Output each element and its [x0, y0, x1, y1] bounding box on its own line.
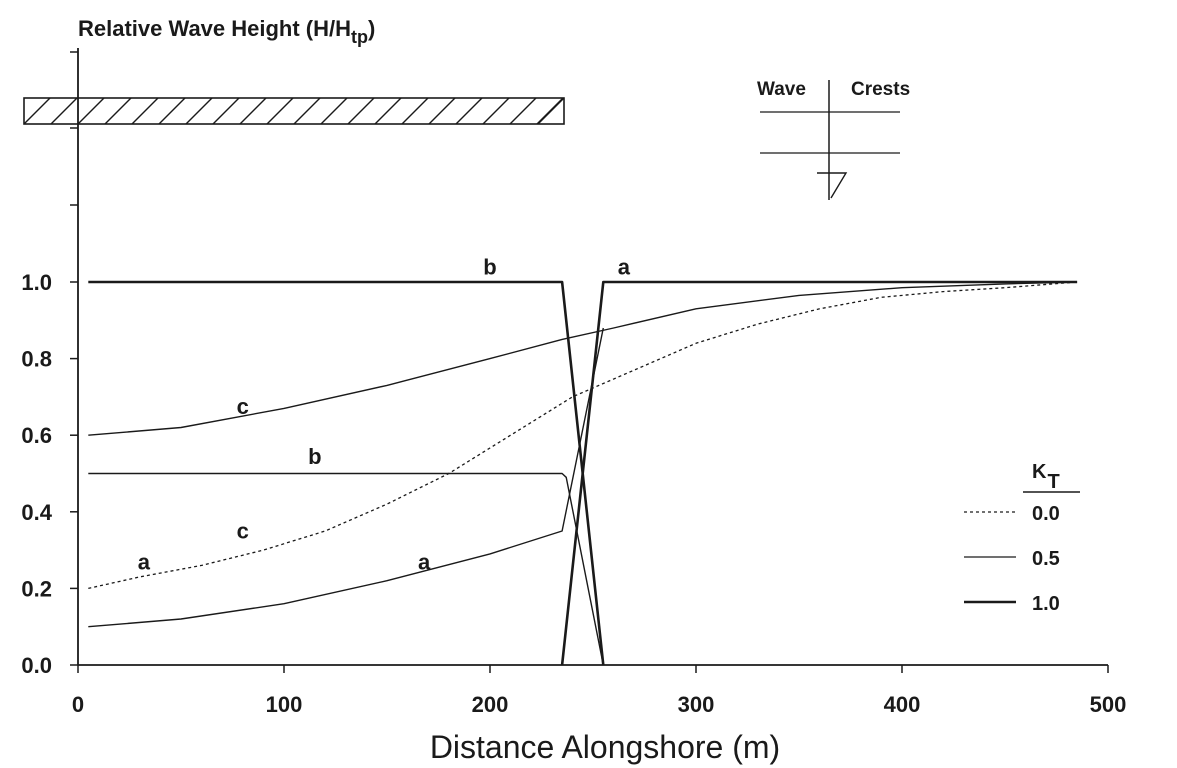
axes — [70, 48, 1108, 666]
series-line-thin-3 — [88, 327, 604, 628]
series-line-thin-1 — [88, 281, 1078, 436]
hatch-line — [212, 97, 240, 125]
hatch-line — [23, 97, 51, 125]
y-tick-label: 1.0 — [21, 270, 52, 295]
y-tick-label: 0.0 — [21, 653, 52, 678]
curve-label: c — [237, 394, 249, 419]
hatch-line — [131, 97, 159, 125]
hatch-line — [239, 97, 267, 125]
legend: KT 0.0 0.5 1.0 — [964, 461, 1080, 615]
y-tick-label: 0.8 — [21, 347, 52, 372]
hatch-line — [77, 97, 105, 125]
y-tick-label: 0.4 — [21, 500, 52, 525]
wave-crests-label-1: Wave — [757, 79, 806, 100]
curve-label: b — [308, 444, 321, 469]
hatch-line — [185, 97, 213, 125]
y-axis-label: Relative Wave Height (H/Htp) — [78, 16, 375, 47]
legend-entry-1: 0.5 — [1032, 548, 1060, 570]
curve-label: a — [618, 254, 631, 279]
legend-entry-0: 0.0 — [1032, 503, 1060, 525]
hatch-line — [482, 97, 510, 125]
wave-crests-symbol: Wave Crests — [757, 79, 910, 200]
x-tick-label: 500 — [1090, 692, 1127, 717]
curve-label: a — [138, 549, 151, 574]
curve-label: b — [483, 254, 496, 279]
hatch-line — [455, 97, 483, 125]
series-line-dotted-0 — [88, 281, 1078, 590]
hatch-line — [509, 97, 537, 125]
hatch-line — [537, 97, 565, 125]
curve-label: c — [237, 519, 249, 544]
wave-direction-arrow-icon — [817, 172, 848, 199]
x-tick-label: 0 — [72, 692, 84, 717]
y-tick-label: 0.2 — [21, 576, 52, 601]
series-line-thin-2 — [88, 472, 604, 666]
x-tick-label: 300 — [678, 692, 715, 717]
curve-label: a — [418, 549, 431, 574]
legend-entry-2: 1.0 — [1032, 593, 1060, 615]
y-tick-label: 0.6 — [21, 423, 52, 448]
series-line-thick-4 — [88, 280, 605, 666]
hatch-line — [374, 97, 402, 125]
hatch-line — [50, 97, 78, 125]
breakwater-structure — [23, 97, 565, 125]
hatch-line — [104, 97, 132, 125]
series-line-thick-5 — [560, 280, 1078, 666]
x-axis-label: Distance Alongshore (m) — [430, 729, 780, 765]
x-tick-label: 400 — [884, 692, 921, 717]
hatch-line — [266, 97, 294, 125]
hatch-line — [428, 97, 456, 125]
wave-crests-label-2: Crests — [851, 79, 910, 100]
hatch-line — [347, 97, 375, 125]
hatch-line — [536, 97, 564, 125]
hatch-line — [320, 97, 348, 125]
x-tick-label: 200 — [472, 692, 509, 717]
hatch-line — [158, 97, 186, 125]
legend-title: KT — [1032, 461, 1060, 493]
hatch-line — [293, 97, 321, 125]
hatch-line — [401, 97, 429, 125]
x-tick-label: 100 — [266, 692, 303, 717]
